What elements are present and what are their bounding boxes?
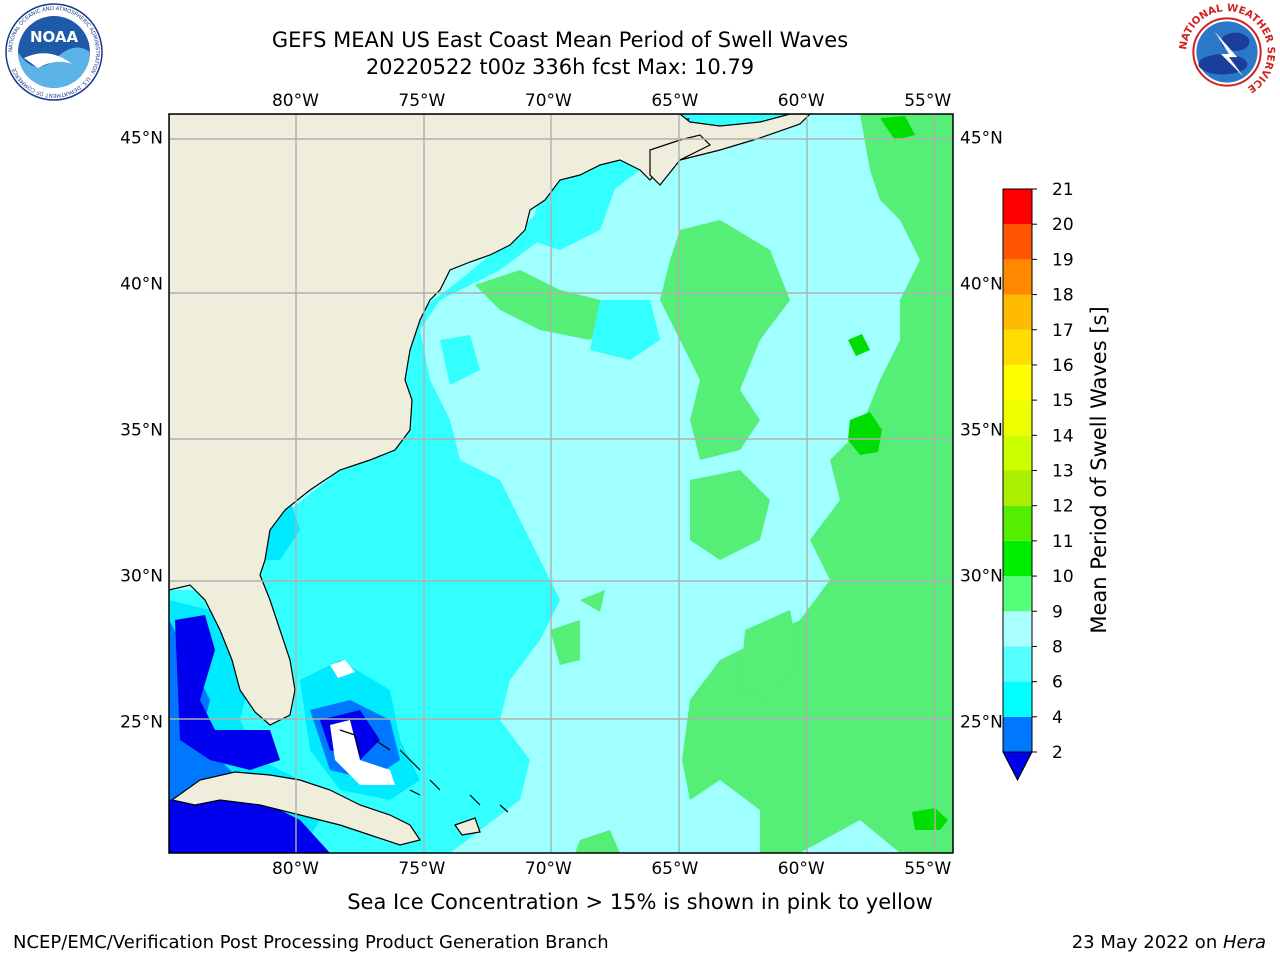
colorbar-swatch — [1003, 540, 1032, 577]
lat-label-left: 35°N — [120, 420, 163, 440]
colorbar-swatch — [1003, 681, 1032, 717]
lon-labels-top: 80°W 75°W 70°W 65°W 60°W 55°W — [272, 91, 951, 111]
lat-labels-left: 45°N 40°N 35°N 30°N 25°N — [120, 128, 163, 732]
colorbar-swatch — [1003, 364, 1032, 401]
colorbar-tick-label: 16 — [1052, 356, 1074, 376]
colorbar-tick-label: 2 — [1052, 743, 1063, 763]
colorbar-tick-label: 17 — [1052, 321, 1074, 341]
footer-machine: Hera — [1222, 932, 1266, 953]
lon-labels-bottom: 80°W 75°W 70°W 65°W 60°W 55°W — [272, 859, 951, 879]
map-frame — [168, 113, 954, 854]
colorbar-tick-label: 6 — [1052, 673, 1063, 693]
colorbar-tick-label: 11 — [1052, 532, 1074, 552]
land-bahamas — [339, 729, 509, 813]
lon-label-bottom: 75°W — [398, 859, 445, 879]
lat-label-left: 30°N — [120, 567, 163, 587]
colorbar-tick-label: 8 — [1052, 637, 1063, 657]
footer-credit: NCEP/EMC/Verification Post Processing Pr… — [13, 932, 609, 953]
colorbar-tick-label: 18 — [1052, 286, 1074, 306]
field-band-9-10 — [475, 114, 953, 853]
lat-label-left: 25°N — [120, 713, 163, 733]
lon-label-top: 65°W — [651, 91, 698, 111]
map-title: GEFS MEAN US East Coast Mean Period of S… — [271, 28, 849, 52]
colorbar-swatch — [1003, 505, 1032, 541]
colorbar: 2 4 6 8 9 10 11 12 13 14 15 16 17 18 19 20 21 — [1002, 180, 1074, 782]
colorbar-swatch — [1003, 611, 1032, 647]
colorbar-tick-label: 12 — [1052, 497, 1074, 517]
nws-logo: NATIONAL WEATHER SERVICE — [1178, 3, 1276, 101]
colorbar-tick-label: 21 — [1052, 180, 1074, 200]
lon-label-bottom: 80°W — [272, 859, 319, 879]
colorbar-swatch — [1003, 189, 1032, 225]
lat-label-right: 40°N — [960, 274, 1003, 294]
colorbar-tick-label: 4 — [1052, 708, 1063, 728]
lon-label-top: 60°W — [778, 91, 825, 111]
colorbar-tick-label: 13 — [1052, 462, 1074, 482]
graticule — [169, 114, 953, 853]
noaa-logo: NOAA NATIONAL OCEANIC AND ATMOSPHERIC AD… — [5, 3, 103, 101]
lat-labels-right: 45°N 40°N 35°N 30°N 25°N — [960, 128, 1003, 732]
lon-label-bottom: 65°W — [651, 859, 698, 879]
lat-label-right: 25°N — [960, 713, 1003, 733]
lon-label-top: 80°W — [272, 91, 319, 111]
lon-label-bottom: 60°W — [778, 859, 825, 879]
colorbar-swatch — [1003, 716, 1032, 752]
colorbar-tick-label: 14 — [1052, 426, 1074, 446]
colorbar-swatch — [1003, 435, 1032, 471]
colorbar-tick-label: 10 — [1052, 567, 1074, 587]
colorbar-under-arrow — [1002, 751, 1033, 782]
lon-label-top: 75°W — [398, 91, 445, 111]
colorbar-swatch — [1003, 259, 1032, 295]
lat-label-right: 35°N — [960, 420, 1003, 440]
footer-date: 23 May 2022 on Hera — [1072, 932, 1266, 953]
colorbar-tick-label: 9 — [1052, 602, 1063, 622]
lat-label-left: 40°N — [120, 274, 163, 294]
lat-label-left: 45°N — [120, 128, 163, 148]
colorbar-swatch — [1003, 329, 1032, 365]
colorbar-swatch — [1003, 400, 1032, 436]
lat-label-right: 30°N — [960, 567, 1003, 587]
lon-label-bottom: 55°W — [904, 859, 951, 879]
sea-ice-caption: Sea Ice Concentration > 15% is shown in … — [347, 890, 933, 914]
colorbar-swatch — [1003, 294, 1032, 330]
land-hispaniola — [454, 817, 481, 836]
colorbar-tick-label: 15 — [1052, 391, 1074, 411]
colorbar-swatch — [1003, 646, 1032, 682]
lat-label-right: 45°N — [960, 128, 1003, 148]
colorbar-tick-label: 19 — [1052, 250, 1074, 270]
colorbar-tick-label: 20 — [1052, 215, 1074, 235]
map-field — [169, 114, 953, 853]
colorbar-swatch — [1003, 470, 1032, 506]
lon-label-top: 55°W — [904, 91, 951, 111]
footer-date-text: 23 May 2022 on — [1071, 932, 1223, 953]
map-subtitle: 20220522 t00z 336h fcst Max: 10.79 — [365, 55, 755, 79]
lon-label-bottom: 70°W — [525, 859, 572, 879]
lon-label-top: 70°W — [525, 91, 572, 111]
noaa-logo-text: NOAA — [30, 28, 79, 46]
field-band-10-11 — [848, 116, 948, 830]
colorbar-swatch — [1003, 576, 1032, 612]
land-north-america — [169, 114, 811, 726]
colorbar-swatch — [1003, 224, 1032, 260]
colorbar-label: Mean Period of Swell Waves [s] — [1087, 306, 1111, 633]
field-no-data — [330, 660, 395, 785]
